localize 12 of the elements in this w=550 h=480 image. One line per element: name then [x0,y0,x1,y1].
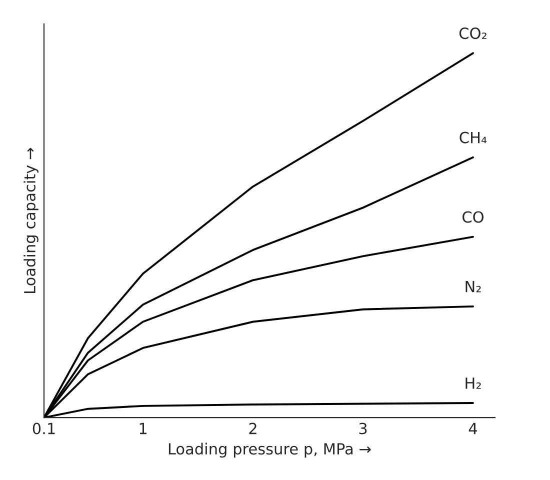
series-label: N₂ [466,281,481,292]
x-tick-label: 3 [359,422,367,434]
x-tick-label: 4 [468,422,478,434]
x-tick-label: 1 [140,422,146,434]
series-label: CO [462,211,484,223]
series-label: H₂ [466,378,481,389]
x-axis-title: Loading pressure p, MPa → [168,442,371,458]
x-tick-label: 2 [249,422,256,434]
series-label: CO₂ [459,28,486,40]
series-label: CH₄ [460,132,487,144]
x-tick-label: 0.1 [32,422,55,434]
y-axis-title: Loading capacity → [24,148,38,293]
